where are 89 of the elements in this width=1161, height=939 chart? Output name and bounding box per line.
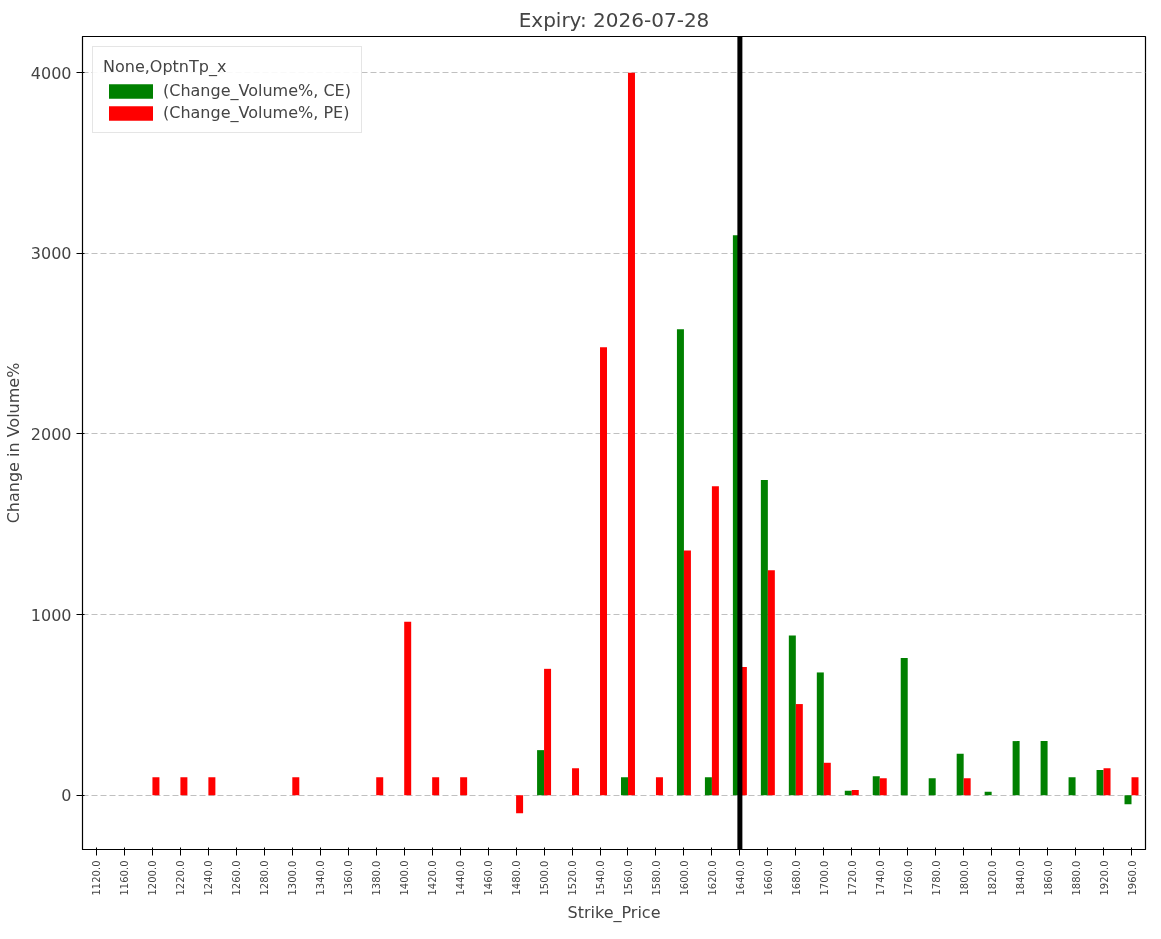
bar [760, 480, 768, 796]
bar [963, 778, 971, 796]
bar [600, 347, 608, 796]
x-tick-label: 1760.0 [902, 860, 914, 896]
bar [676, 329, 684, 796]
x-tick-label: 1120.0 [91, 860, 103, 896]
bar [572, 768, 580, 796]
bar [376, 777, 384, 796]
x-tick-label: 1380.0 [371, 860, 383, 896]
x-tick-label: 1200.0 [147, 860, 159, 896]
bar [404, 621, 412, 796]
x-tick-label: 1820.0 [986, 860, 998, 896]
x-tick-label: 1160.0 [119, 860, 131, 896]
bar [900, 657, 908, 796]
x-tick-label: 1800.0 [958, 860, 970, 896]
bar [544, 668, 552, 796]
x-tick-label: 1960.0 [1126, 860, 1138, 896]
bar [823, 762, 831, 796]
x-tick-label: 1580.0 [650, 860, 662, 896]
bar [1040, 741, 1048, 796]
y-tick-label: 3000 [30, 244, 72, 264]
bar [795, 704, 803, 796]
x-tick-label: 1220.0 [175, 860, 187, 896]
bar [460, 777, 468, 796]
bar [620, 777, 628, 796]
bar [537, 750, 545, 796]
bar [704, 777, 712, 796]
x-tick-label: 1700.0 [818, 860, 830, 896]
bar [711, 486, 719, 796]
legend-label: (Change_Volume%, CE) [163, 81, 351, 100]
x-tick-label: 1440.0 [455, 860, 467, 896]
bar [432, 777, 440, 796]
x-tick-label: 1920.0 [1098, 860, 1110, 896]
x-tick-label: 1340.0 [315, 860, 327, 896]
bar [767, 570, 775, 796]
x-tick-label: 1680.0 [790, 860, 802, 896]
chart-title: Expiry: 2026-07-28 [518, 7, 710, 32]
bar [816, 672, 824, 796]
x-tick-label: 1460.0 [483, 860, 495, 896]
x-tick-label: 1280.0 [259, 860, 271, 896]
bar [1012, 741, 1020, 796]
bar [683, 550, 691, 796]
x-tick-label: 1540.0 [595, 860, 607, 896]
bar [655, 777, 663, 796]
bar [879, 778, 887, 796]
bar [152, 777, 160, 796]
x-tick-label: 1620.0 [706, 860, 718, 896]
x-tick-label: 1300.0 [287, 860, 299, 896]
x-tick-label: 1640.0 [734, 860, 746, 896]
x-tick-label: 1240.0 [203, 860, 215, 896]
bar [627, 72, 635, 796]
x-tick-label: 1840.0 [1014, 860, 1026, 896]
bar [516, 795, 524, 814]
x-tick-label: 1740.0 [874, 860, 886, 896]
bar [928, 778, 936, 796]
y-tick-label: 4000 [30, 63, 72, 83]
y-tick-label: 1000 [30, 605, 72, 625]
bar [1096, 770, 1104, 796]
x-tick-label: 1520.0 [567, 860, 579, 896]
bar [1068, 777, 1076, 796]
x-tick-label: 1360.0 [343, 860, 355, 896]
legend-title: None,OptnTp_x [103, 57, 228, 76]
x-tick-label: 1880.0 [1070, 860, 1082, 896]
x-axis-title: Strike_Price [567, 903, 661, 924]
bar [851, 789, 859, 796]
x-tick-label: 1600.0 [678, 860, 690, 896]
x-tick-label: 1780.0 [930, 860, 942, 896]
bar [208, 777, 216, 796]
y-tick-label: 2000 [30, 424, 72, 444]
bar [788, 635, 796, 796]
y-axis-title: Change in Volume% [3, 362, 23, 524]
bar [180, 777, 188, 796]
bar [956, 753, 964, 796]
x-tick-label: 1480.0 [511, 860, 523, 896]
legend-label: (Change_Volume%, PE) [163, 103, 350, 122]
x-tick-label: 1500.0 [539, 860, 551, 896]
bar [872, 776, 880, 796]
x-tick-label: 1420.0 [427, 860, 439, 896]
bar [1124, 795, 1132, 805]
x-tick-label: 1660.0 [762, 860, 774, 896]
x-tick-label: 1400.0 [399, 860, 411, 896]
x-tick-label: 1860.0 [1042, 860, 1054, 896]
x-tick-label: 1260.0 [231, 860, 243, 896]
x-tick-label: 1560.0 [622, 860, 634, 896]
bar [292, 777, 300, 796]
bar [1103, 768, 1111, 796]
y-tick-label: 0 [61, 786, 72, 806]
x-tick-label: 1720.0 [846, 860, 858, 896]
bar [1131, 777, 1139, 796]
